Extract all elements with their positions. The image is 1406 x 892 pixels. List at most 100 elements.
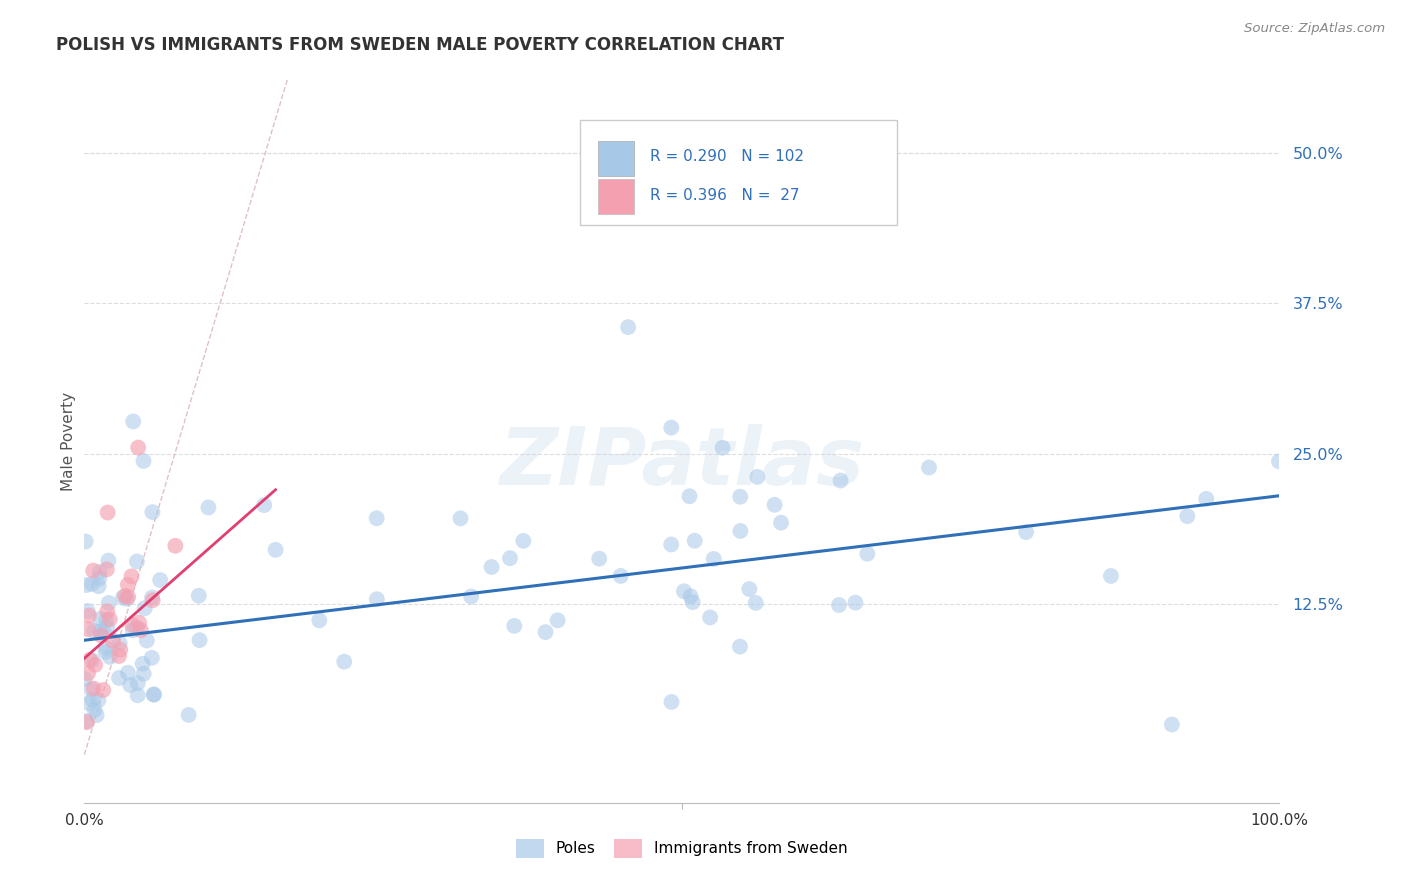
Point [1015, 525, 1038, 540]
Point [131, 657, 153, 671]
Legend: Poles, Immigrants from Sweden: Poles, Immigrants from Sweden [510, 833, 853, 863]
Point [111, 591, 134, 605]
Point [129, 623, 152, 637]
Point [89, 572, 111, 586]
Point [830, 474, 852, 488]
Point [121, 624, 143, 638]
Point [188, 633, 211, 648]
Point [617, 320, 640, 334]
Point [97, 553, 120, 567]
Point [142, 593, 165, 607]
Point [75, 578, 97, 592]
Point [80, 682, 103, 697]
Point [1268, 454, 1291, 468]
Point [122, 415, 145, 429]
Point [738, 582, 761, 596]
Point [121, 569, 143, 583]
Point [141, 591, 163, 605]
Point [197, 500, 219, 515]
Point [117, 590, 139, 604]
Point [121, 618, 143, 632]
Point [678, 489, 700, 503]
Point [683, 533, 706, 548]
Point [450, 511, 472, 525]
Point [83, 681, 105, 696]
Point [659, 537, 682, 551]
Point [730, 524, 752, 538]
FancyBboxPatch shape [581, 120, 897, 225]
Y-axis label: Male Poverty: Male Poverty [60, 392, 76, 491]
Point [89, 624, 111, 639]
Point [763, 498, 786, 512]
Point [77, 622, 100, 636]
Point [1099, 569, 1122, 583]
Point [115, 591, 138, 606]
Text: R = 0.290   N = 102: R = 0.290 N = 102 [650, 149, 804, 163]
Point [132, 454, 155, 468]
Point [503, 619, 526, 633]
Point [770, 516, 793, 530]
Point [856, 547, 879, 561]
Point [101, 633, 124, 648]
Point [75, 714, 97, 728]
Point [366, 511, 388, 525]
Point [744, 596, 766, 610]
Point [132, 666, 155, 681]
Point [87, 693, 110, 707]
Point [253, 498, 276, 512]
Point [80, 653, 103, 667]
Point [699, 610, 721, 624]
Point [711, 441, 734, 455]
Point [747, 470, 769, 484]
Point [127, 676, 149, 690]
Point [682, 595, 704, 609]
Point [98, 612, 121, 626]
Point [177, 707, 200, 722]
Point [79, 653, 101, 667]
Point [127, 441, 149, 455]
Point [89, 612, 111, 626]
Point [77, 696, 100, 710]
Point [588, 551, 610, 566]
Point [89, 565, 111, 579]
Point [108, 636, 131, 650]
Point [1161, 717, 1184, 731]
Point [918, 460, 941, 475]
Text: R = 0.396   N =  27: R = 0.396 N = 27 [650, 188, 799, 203]
Point [82, 693, 104, 707]
Point [84, 657, 107, 672]
Point [143, 688, 166, 702]
Point [142, 688, 165, 702]
Point [672, 584, 695, 599]
Point [93, 625, 115, 640]
Point [1195, 491, 1218, 506]
Point [661, 695, 683, 709]
Point [83, 703, 105, 717]
Point [366, 592, 388, 607]
Point [96, 613, 118, 627]
Point [512, 533, 534, 548]
Point [499, 551, 522, 566]
Text: ZIPatlas: ZIPatlas [499, 425, 865, 502]
Point [125, 621, 148, 635]
Point [86, 708, 108, 723]
Point [76, 604, 98, 618]
Point [77, 608, 100, 623]
Point [127, 688, 149, 702]
Point [134, 601, 156, 615]
Point [128, 615, 150, 630]
Point [617, 152, 640, 166]
Text: Source: ZipAtlas.com: Source: ZipAtlas.com [1244, 22, 1385, 36]
Point [135, 633, 157, 648]
Point [82, 564, 104, 578]
Point [96, 640, 118, 655]
Text: POLISH VS IMMIGRANTS FROM SWEDEN MALE POVERTY CORRELATION CHART: POLISH VS IMMIGRANTS FROM SWEDEN MALE PO… [56, 36, 785, 54]
Point [149, 573, 172, 587]
Point [97, 596, 120, 610]
Point [108, 648, 131, 663]
Point [75, 534, 97, 549]
Point [98, 649, 121, 664]
Point [333, 655, 356, 669]
Point [125, 554, 148, 568]
Point [117, 577, 139, 591]
